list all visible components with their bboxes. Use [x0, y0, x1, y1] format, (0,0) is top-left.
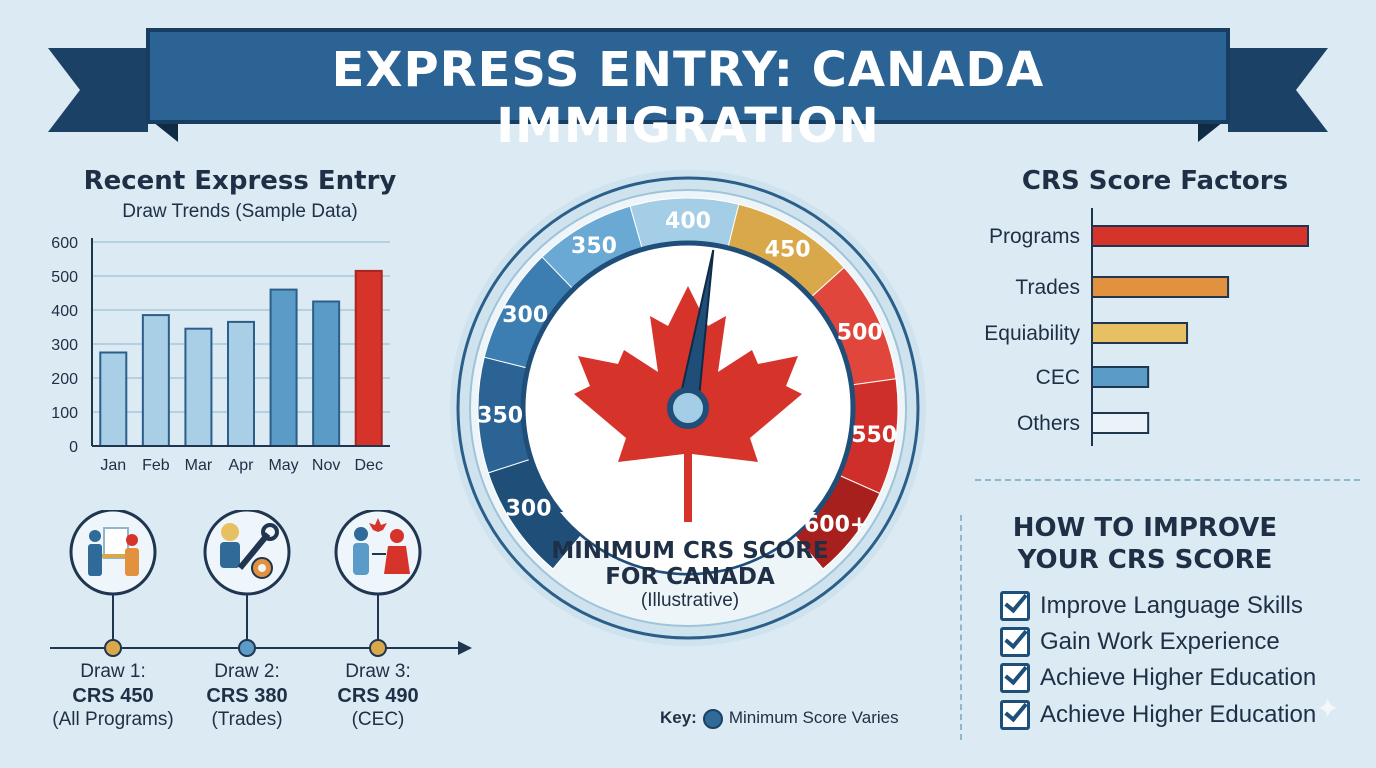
draw-3-marker	[369, 594, 387, 657]
factor-label: Programs	[989, 225, 1080, 248]
bar-chart-title: Recent Express Entry	[83, 166, 397, 196]
divider-horizontal	[975, 479, 1360, 481]
title-banner	[48, 28, 1328, 142]
key-text: Minimum Score Varies	[728, 708, 899, 727]
bar-nov	[312, 300, 341, 447]
bar-mar	[184, 327, 213, 447]
crs-score-gauge: 300 350 300 350 400 450 500 550 600+	[450, 170, 926, 646]
improve-item: Gain Work Experience	[1000, 625, 1280, 659]
gauge-caption-line3: (Illustrative)	[640, 590, 740, 611]
factor-bar-equiability	[1091, 322, 1189, 344]
factors-chart-title: CRS Score Factors	[1021, 166, 1289, 196]
bar-apr	[227, 320, 255, 447]
divider-vertical	[960, 515, 962, 740]
improve-title: HOW TO IMPROVE YOUR CRS SCORE	[985, 512, 1305, 576]
draw-1-label: Draw 1: CRS 450 (All Programs)	[48, 660, 178, 732]
x-tick-label: May	[268, 457, 298, 474]
checkbox-icon	[1000, 663, 1030, 693]
x-tick-label: Dec	[354, 457, 382, 474]
tools-icon	[203, 510, 291, 596]
gauge-tick-label: 350	[477, 404, 523, 429]
draw-1-name: Draw 1:	[80, 661, 146, 682]
factor-label: Trades	[1015, 276, 1080, 299]
gauge-caption: MINIMUM CRS SCORE FOR CANADA (Illustrati…	[520, 538, 860, 612]
gauge-tick-label: 400	[665, 209, 711, 234]
y-tick-label: 400	[51, 303, 78, 320]
draw-trends-bar-chart: 600 500 400 300 200 100 0 Jan Feb Mar Apr May Nov Dec	[51, 235, 390, 474]
factor-label: CEC	[1036, 366, 1080, 389]
draw-3-program: (CEC)	[351, 709, 405, 730]
improve-item-text: Improve Language Skills	[1040, 592, 1303, 619]
improve-item-text: Achieve Higher Education	[1040, 701, 1317, 728]
draw-2-marker	[238, 594, 256, 657]
x-tick-label: Jan	[100, 457, 126, 474]
gauge-tick-label: 350	[571, 234, 617, 259]
factor-bar-others	[1091, 412, 1150, 434]
bar-chart-subtitle: Draw Trends (Sample Data)	[122, 201, 358, 222]
x-tick-label: Mar	[185, 457, 213, 474]
gauge-tick-label: 550	[851, 423, 897, 448]
draw-3-label: Draw 3: CRS 490 (CEC)	[313, 660, 443, 732]
draw-2-program: (Trades)	[211, 709, 283, 730]
checkbox-icon	[1000, 591, 1030, 621]
improve-item: Improve Language Skills	[1000, 589, 1303, 623]
improve-title-line1: HOW TO IMPROVE	[1012, 513, 1278, 543]
x-tick-label: Apr	[229, 457, 255, 474]
gauge-caption-line1: MINIMUM CRS SCORE	[551, 538, 829, 564]
y-tick-label: 100	[51, 405, 78, 422]
sparkle-icon: ✦	[1316, 693, 1340, 724]
factor-bar-programs	[1091, 225, 1309, 247]
factor-label: Equiability	[984, 322, 1080, 345]
checkbox-icon	[1000, 627, 1030, 657]
y-tick-label: 500	[51, 269, 78, 286]
draw-1-program: (All Programs)	[52, 709, 174, 730]
improve-title-line2: YOUR CRS SCORE	[1017, 545, 1273, 575]
bar-jan	[99, 351, 128, 447]
handshake-icon	[69, 510, 157, 596]
factor-label: Others	[1017, 412, 1080, 435]
draw-2-name: Draw 2:	[214, 661, 280, 682]
gauge-tick-label: 500	[837, 321, 883, 346]
draw-3-name: Draw 3:	[345, 661, 411, 682]
y-tick-label: 600	[51, 235, 78, 252]
gauge-key: Key: Minimum Score Varies	[660, 708, 899, 729]
improve-item-text: Gain Work Experience	[1040, 628, 1280, 655]
improve-item: Achieve Higher Education	[1000, 698, 1316, 732]
bar-may	[269, 288, 298, 447]
gauge-needle	[667, 249, 715, 429]
page-title: EXPRESS ENTRY: CANADA IMMIGRATION	[331, 42, 1045, 154]
draw-3-score: CRS 490	[337, 685, 419, 707]
gauge-tick-label: 450	[765, 238, 811, 263]
draws-timeline	[50, 510, 472, 657]
improve-item-text: Achieve Higher Education	[1040, 664, 1317, 691]
x-tick-label: Nov	[312, 457, 340, 474]
key-dot-icon	[702, 708, 723, 729]
draw-1-marker	[104, 594, 122, 657]
gauge-tick-label: 300	[506, 497, 552, 522]
y-tick-label: 300	[51, 337, 78, 354]
draw-2-score: CRS 380	[206, 685, 288, 707]
factor-bar-cec	[1091, 366, 1150, 388]
y-tick-label: 200	[51, 371, 78, 388]
improve-item: Achieve Higher Education	[1000, 661, 1316, 695]
crs-factors-chart: Programs Trades Equiability CEC Others	[984, 208, 1309, 446]
couple-icon	[334, 510, 422, 596]
bar-dec	[354, 269, 383, 448]
checkbox-icon	[1000, 700, 1030, 730]
bar-feb	[141, 314, 170, 447]
needle-hub	[667, 387, 709, 429]
draw-1-score: CRS 450	[72, 685, 154, 707]
y-tick-label: 0	[69, 439, 78, 456]
x-tick-label: Feb	[142, 457, 170, 474]
gauge-tick-label: 300	[502, 303, 548, 328]
gauge-caption-line2: FOR CANADA	[605, 564, 775, 590]
factor-bar-trades	[1091, 276, 1230, 298]
gauge-tick-label: 600+	[804, 513, 868, 538]
key-label: Key:	[660, 708, 697, 727]
draw-2-label: Draw 2: CRS 380 (Trades)	[182, 660, 312, 732]
